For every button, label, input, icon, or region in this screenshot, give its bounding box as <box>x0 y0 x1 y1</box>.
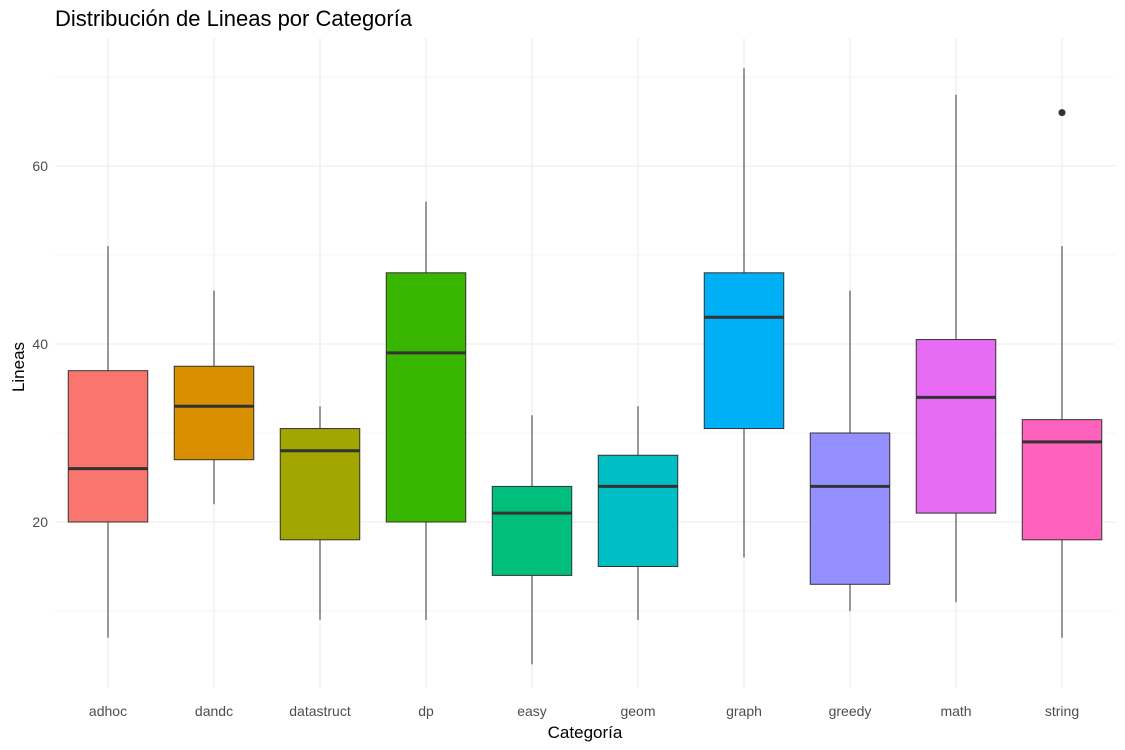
box-graph <box>703 68 785 558</box>
x-tick-label: easy <box>517 703 547 719</box>
y-tick-label: 20 <box>32 514 48 530</box>
iqr-box <box>491 485 573 576</box>
iqr-box <box>279 428 361 541</box>
chart-title: Distribución de Lineas por Categoría <box>55 6 413 31</box>
box-math <box>915 94 997 603</box>
iqr-box <box>597 454 679 567</box>
x-tick-label: datastruct <box>289 703 351 719</box>
iqr-box <box>809 432 891 585</box>
box-greedy <box>809 290 891 611</box>
iqr-box <box>703 272 785 430</box>
box-dandc <box>173 290 255 505</box>
x-tick-label: graph <box>726 703 762 719</box>
box-easy <box>491 415 573 665</box>
x-tick-label: geom <box>620 703 655 719</box>
x-tick-label: dandc <box>195 703 233 719</box>
outlier-point <box>1058 109 1066 117</box>
iqr-box <box>385 272 467 523</box>
iqr-box <box>1021 419 1103 541</box>
y-tick-label: 60 <box>32 158 48 174</box>
box-datastruct <box>279 406 361 620</box>
x-tick-label: dp <box>418 703 434 719</box>
x-tick-label: string <box>1045 703 1079 719</box>
x-tick-label: greedy <box>829 703 872 719</box>
axis-layer: 20 40 60 adhoc dandc datastruct dp easy geom grap… <box>32 158 1079 719</box>
iqr-box <box>915 339 997 514</box>
box-geom <box>597 406 679 620</box>
y-axis-title: Lineas <box>9 342 28 392</box>
iqr-box <box>67 370 149 523</box>
x-tick-label: math <box>940 703 971 719</box>
box-layer <box>67 68 1103 665</box>
x-axis-title: Categoría <box>548 723 623 742</box>
iqr-box <box>173 365 255 461</box>
x-tick-label: adhoc <box>89 703 127 719</box>
box-dp <box>385 201 467 620</box>
y-tick-label: 40 <box>32 336 48 352</box>
box-string <box>1021 109 1103 638</box>
box-adhoc <box>67 246 149 638</box>
